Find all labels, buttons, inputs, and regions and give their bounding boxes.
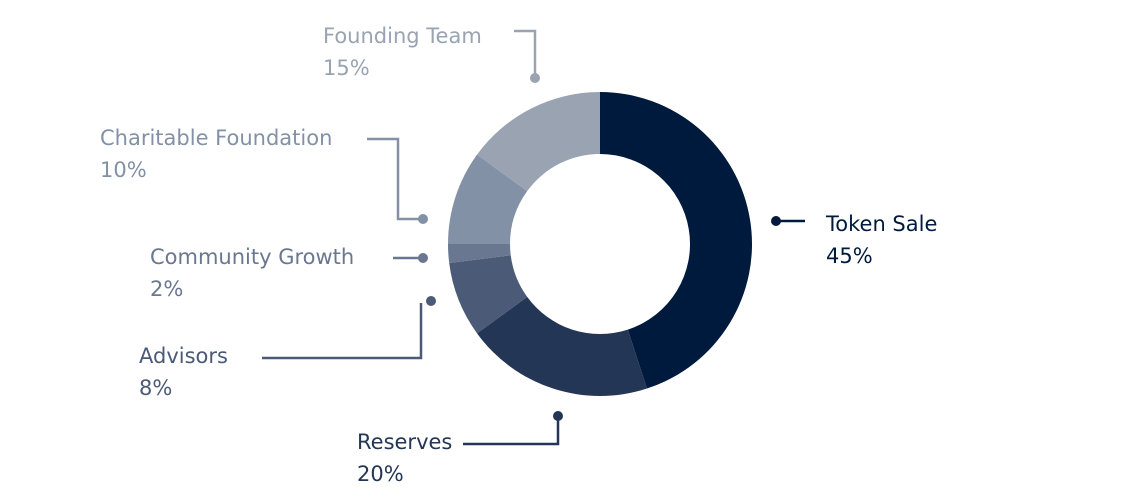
leader-dot [418, 214, 428, 224]
leader-dot [771, 216, 781, 226]
value-label: 2% [150, 277, 183, 301]
leader-dot [530, 73, 540, 83]
value-label: 20% [357, 462, 404, 486]
value-label: 45% [826, 244, 873, 268]
donut-slice [448, 244, 511, 264]
slice-label: Community Growth [150, 245, 354, 269]
leader-dot [418, 253, 428, 263]
leader-dot [553, 411, 563, 421]
leader-line [514, 29, 537, 78]
leader-dot [426, 296, 436, 306]
donut-slice [600, 92, 752, 389]
value-label: 10% [100, 158, 147, 182]
donut-slice [448, 154, 528, 244]
slice-label: Reserves [357, 430, 452, 454]
leader-line [262, 303, 423, 360]
leader-line [367, 137, 423, 221]
donut-slice [449, 255, 528, 334]
slice-label: Advisors [139, 344, 228, 368]
donut-slice [477, 92, 600, 192]
slice-label: Founding Team [323, 24, 482, 48]
slice-label: Charitable Foundation [100, 126, 332, 150]
value-label: 8% [139, 376, 172, 400]
donut-slice [477, 296, 647, 396]
value-label: 15% [323, 56, 370, 80]
slice-label: Token Sale [825, 212, 937, 236]
leader-line [463, 416, 560, 446]
